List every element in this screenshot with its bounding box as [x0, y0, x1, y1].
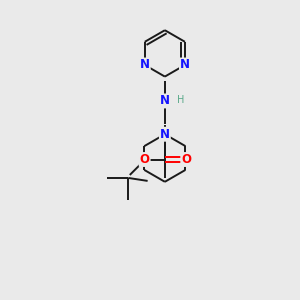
Text: N: N: [140, 58, 150, 71]
Text: H: H: [177, 95, 185, 105]
Text: N: N: [160, 128, 170, 141]
Text: N: N: [160, 94, 170, 107]
Text: N: N: [180, 58, 190, 71]
Text: O: O: [140, 153, 150, 166]
Text: O: O: [181, 153, 191, 166]
